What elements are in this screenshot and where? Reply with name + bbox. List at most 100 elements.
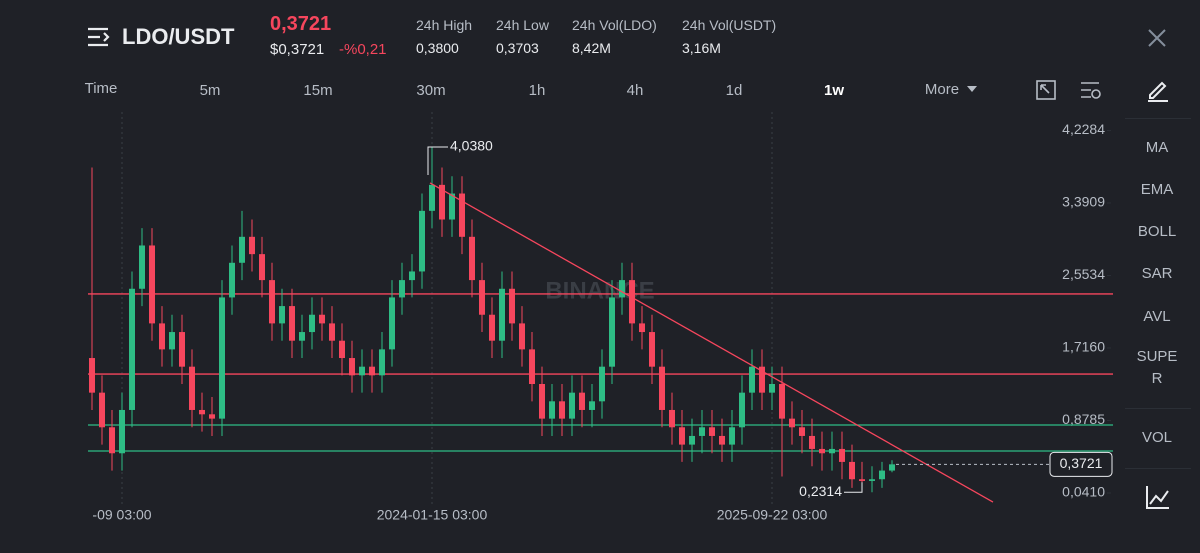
draw-icon[interactable] xyxy=(1145,77,1171,103)
indicator[interactable]: VOL xyxy=(1141,429,1172,446)
dropdown-arrow xyxy=(967,86,977,92)
candle-body xyxy=(859,479,865,481)
candle-body xyxy=(179,332,185,367)
candle-body xyxy=(809,435,815,449)
tab[interactable]: 5m xyxy=(199,82,221,99)
current-price-box xyxy=(1049,451,1113,477)
candle-body xyxy=(219,297,225,419)
candle-body xyxy=(169,332,175,350)
candle-body xyxy=(299,332,305,341)
candle-body xyxy=(89,358,95,393)
x-tick-label: -09 03:00 xyxy=(92,507,151,523)
chart-type-icon[interactable] xyxy=(1145,484,1171,510)
candle-body xyxy=(189,366,195,410)
candle-body xyxy=(549,401,555,419)
candle-body xyxy=(159,323,165,350)
menu-icon[interactable] xyxy=(86,26,112,48)
indicator[interactable]: BOLL xyxy=(1137,223,1177,240)
candle-body xyxy=(349,358,355,376)
indicator[interactable]: SAR xyxy=(1141,265,1173,282)
candle-body xyxy=(879,470,885,480)
y-tick-label: 1,7160 xyxy=(1062,339,1105,355)
candle-body xyxy=(749,366,755,393)
candle-body xyxy=(719,435,725,445)
candle-body xyxy=(509,288,515,324)
candle-body xyxy=(789,418,795,428)
candle-body xyxy=(139,245,145,289)
y-tick-label: 0,0410 xyxy=(1062,484,1105,500)
indicator[interactable]: SUPER xyxy=(1136,348,1178,387)
candle-body xyxy=(659,366,665,410)
tab[interactable]: 4h xyxy=(626,82,644,99)
indicator[interactable]: EMA xyxy=(1140,181,1174,198)
candle-body xyxy=(609,297,615,367)
indicator[interactable]: AVL xyxy=(1143,308,1171,325)
stat-label: 24h Vol(LDO) xyxy=(572,17,657,33)
stat-value: 8,42M xyxy=(572,40,611,56)
candle-body xyxy=(679,427,685,445)
stat-label: 24h High xyxy=(416,17,473,33)
y-tick-label: 4,2284 xyxy=(1062,121,1105,137)
candle-body xyxy=(569,392,575,419)
candle-body xyxy=(399,280,405,298)
x-tick-label: 2024-01-15 03:00 xyxy=(377,507,488,523)
change: -%0,21 xyxy=(339,41,387,58)
candle-body xyxy=(109,427,115,454)
candle-body xyxy=(729,427,735,445)
candle-body xyxy=(769,383,775,393)
candle-body xyxy=(829,448,835,454)
candle-body xyxy=(99,392,105,428)
candle-body xyxy=(849,461,855,480)
indicator[interactable]: MA xyxy=(1145,139,1169,156)
tab[interactable]: 30m xyxy=(416,82,446,99)
candle-body xyxy=(329,323,335,341)
candle-body xyxy=(439,184,445,220)
separator xyxy=(1125,468,1191,469)
candle-body xyxy=(359,366,365,376)
close-button[interactable] xyxy=(1146,27,1168,49)
candle-body xyxy=(639,323,645,333)
candle-body xyxy=(619,280,625,298)
candle-body xyxy=(129,288,135,410)
candle-body xyxy=(629,280,635,324)
candle-body xyxy=(819,448,825,454)
stat-value: 0,3703 xyxy=(496,40,539,56)
tab[interactable]: 1h xyxy=(528,82,546,99)
candle-body xyxy=(669,409,675,428)
tab[interactable]: More xyxy=(924,81,960,98)
candle-body xyxy=(429,184,435,211)
candle-body xyxy=(379,349,385,376)
candle-body xyxy=(649,332,655,367)
candle-body xyxy=(409,271,415,281)
tab[interactable]: 1d xyxy=(725,82,743,99)
candle-body xyxy=(289,306,295,341)
candle-body xyxy=(539,383,545,419)
max-connector xyxy=(427,146,448,175)
y-tick-label: 3,3909 xyxy=(1062,194,1105,210)
candle-body xyxy=(419,210,425,272)
candle-body xyxy=(209,414,215,419)
separator xyxy=(1125,118,1191,119)
candle-body xyxy=(269,280,275,324)
current-price-label: 0,3721 xyxy=(1060,455,1103,471)
candle-body xyxy=(479,280,485,315)
candle-body xyxy=(249,236,255,255)
settings-icon[interactable] xyxy=(1079,79,1103,101)
candle-body xyxy=(199,409,205,415)
stat-label: 24h Vol(USDT) xyxy=(682,17,777,33)
fullscreen-icon[interactable] xyxy=(1035,79,1057,101)
candle-body xyxy=(319,314,325,324)
tab[interactable]: Time xyxy=(84,80,118,97)
symbol[interactable]: LDO/USDT xyxy=(122,24,235,49)
candle-body xyxy=(699,427,705,436)
tab-active[interactable]: 1w xyxy=(823,82,845,99)
tab[interactable]: 15m xyxy=(303,82,333,99)
candle-body xyxy=(709,427,715,436)
candle-body xyxy=(529,349,535,384)
y-tick-label: 0,8785 xyxy=(1062,411,1105,427)
min-connector xyxy=(844,482,863,493)
candle-body xyxy=(599,366,605,402)
chart: BINANCE4,22843,39092,55341,71600,87850,0… xyxy=(88,112,1113,523)
min-label: 0,2314 xyxy=(799,483,842,499)
